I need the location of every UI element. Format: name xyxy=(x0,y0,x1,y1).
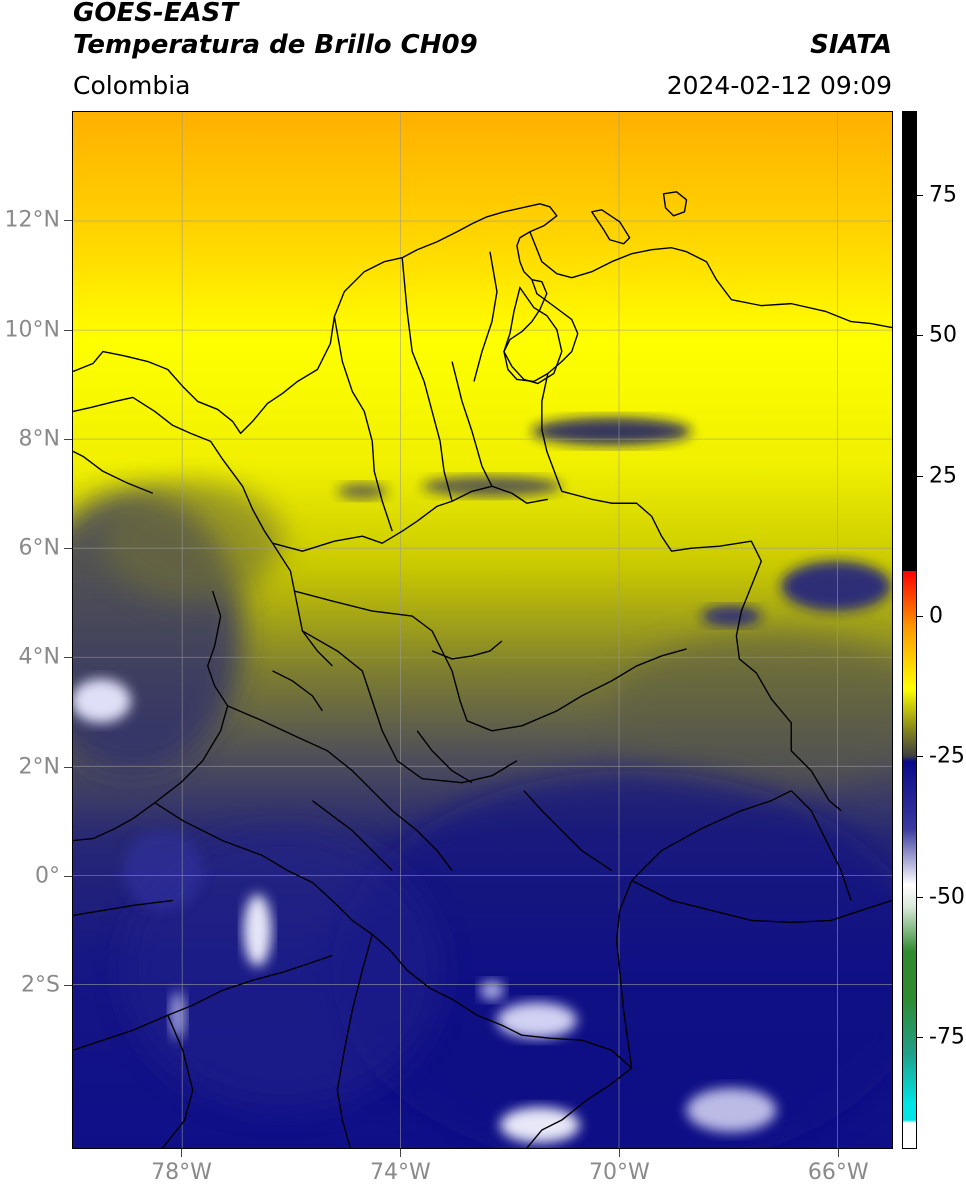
lat-tick-1 xyxy=(64,329,72,331)
map-canvas xyxy=(73,112,892,1148)
region-label: Colombia xyxy=(73,71,191,100)
lat-label-5: 2°N xyxy=(18,754,60,780)
lon-tick-2 xyxy=(619,1149,621,1157)
lon-label-2: 70°W xyxy=(588,1160,650,1185)
colorbar-label-2: 25 xyxy=(929,463,957,489)
lat-label-2: 8°N xyxy=(18,426,60,452)
lat-tick-4 xyxy=(64,657,72,659)
colorbar-tick-6 xyxy=(917,1036,923,1038)
lat-label-7: 2°S xyxy=(21,972,60,998)
colorbar-tick-5 xyxy=(917,896,923,898)
lat-tick-7 xyxy=(64,985,72,987)
lat-label-3: 6°N xyxy=(18,535,60,561)
colorbar xyxy=(902,111,917,1149)
colorbar-label-1: 50 xyxy=(929,322,957,348)
colorbar-tick-1 xyxy=(917,335,923,337)
colorbar-label-0: 75 xyxy=(929,182,957,208)
lat-tick-6 xyxy=(64,875,72,877)
graticule xyxy=(73,112,892,1148)
lat-label-0: 12°N xyxy=(4,207,60,233)
lon-tick-1 xyxy=(400,1149,402,1157)
cloud-patches xyxy=(73,417,892,1148)
source-label: SIATA xyxy=(810,30,892,60)
title-line2: Temperatura de Brillo CH09 xyxy=(73,30,478,60)
lat-tick-5 xyxy=(64,766,72,768)
lat-label-4: 4°N xyxy=(18,644,60,670)
datetime-label: 2024-02-12 09:09 xyxy=(666,71,892,100)
colorbar-label-3: 0 xyxy=(929,603,943,629)
colorbar-tick-3 xyxy=(917,615,923,617)
lon-label-3: 66°W xyxy=(807,1160,869,1185)
colorbar-label-4: -25 xyxy=(929,743,965,769)
colorbar-label-5: -50 xyxy=(929,884,965,909)
lat-tick-2 xyxy=(64,438,72,440)
satellite-map[interactable] xyxy=(72,111,893,1149)
borders xyxy=(73,191,892,1148)
lat-tick-0 xyxy=(64,220,72,222)
title-line1: GOES-EAST xyxy=(73,0,239,28)
lon-label-0: 78°W xyxy=(151,1160,212,1185)
colorbar-tick-2 xyxy=(917,475,923,477)
lat-label-6: 0° xyxy=(35,863,60,889)
colorbar-tick-4 xyxy=(917,756,923,758)
lat-tick-3 xyxy=(64,548,72,550)
lake-maracaibo xyxy=(503,286,563,385)
colorbar-label-6: -75 xyxy=(929,1024,965,1050)
lat-label-1: 10°N xyxy=(4,317,60,343)
lon-tick-0 xyxy=(181,1149,183,1157)
lon-label-1: 74°W xyxy=(370,1160,431,1185)
colorbar-tick-0 xyxy=(917,195,923,197)
lon-tick-3 xyxy=(838,1149,840,1157)
